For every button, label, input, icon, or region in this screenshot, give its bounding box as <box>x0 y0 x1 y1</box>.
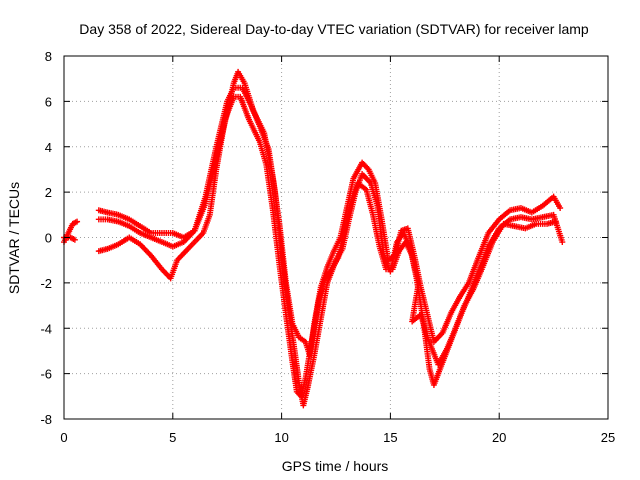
x-tick-label: 0 <box>60 430 67 445</box>
data-point <box>74 218 81 225</box>
grid <box>64 56 608 419</box>
data-points <box>61 68 566 409</box>
chart-title: Day 358 of 2022, Sidereal Day-to-day VTE… <box>79 21 589 37</box>
data-point <box>552 218 559 225</box>
ticks: 0 5 10 15 20 25 -8 -6 -4 -2 0 2 4 6 8 <box>40 49 615 445</box>
y-tick-label: 6 <box>45 94 52 109</box>
y-tick-label: 0 <box>45 231 52 246</box>
x-tick-label: 10 <box>274 430 288 445</box>
x-axis-label: GPS time / hours <box>282 458 389 474</box>
y-tick-label: -4 <box>40 321 52 336</box>
y-axis-label: SDTVAR / TECUs <box>6 182 22 294</box>
y-tick-label: 4 <box>45 140 52 155</box>
data-point <box>71 236 78 243</box>
y-tick-label: -8 <box>40 412 52 427</box>
y-tick-label: 2 <box>45 185 52 200</box>
x-tick-label: 25 <box>601 430 615 445</box>
y-tick-label: -2 <box>40 276 52 291</box>
data-point <box>557 205 564 212</box>
x-tick-label: 15 <box>383 430 397 445</box>
y-tick-label: -6 <box>40 367 52 382</box>
series-3 <box>95 93 559 400</box>
x-tick-label: 5 <box>169 430 176 445</box>
x-tick-label: 20 <box>492 430 506 445</box>
series-1 <box>61 68 564 359</box>
y-tick-label: 8 <box>45 49 52 64</box>
data-point <box>559 239 566 246</box>
